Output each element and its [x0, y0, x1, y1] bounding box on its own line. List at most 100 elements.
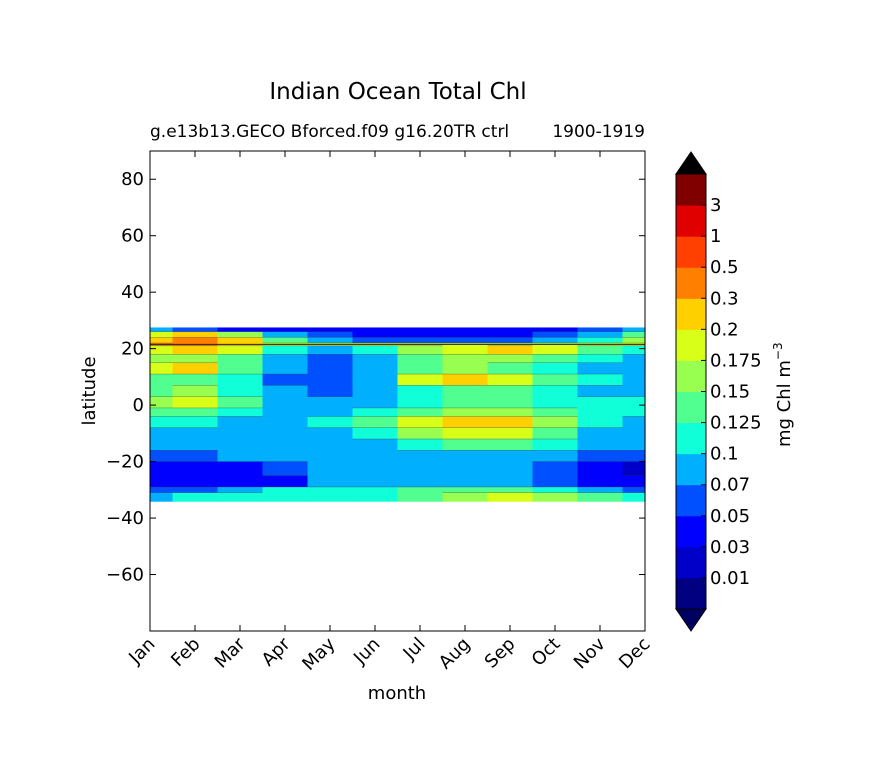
heat-cell [262, 337, 309, 344]
heat-cell [397, 354, 444, 364]
heat-cell [397, 337, 444, 344]
y-tick-label: −20 [106, 452, 144, 473]
heat-cell [622, 487, 646, 494]
heatmap-cells [150, 327, 646, 502]
heat-cell [442, 331, 489, 338]
colorbar-segment [676, 391, 706, 424]
heat-cell [262, 396, 309, 409]
x-tick-label: Feb [167, 634, 204, 671]
heat-cell [172, 396, 219, 409]
heat-cell [532, 374, 579, 386]
heat-cell [307, 362, 354, 375]
heat-cell [487, 475, 534, 488]
heat-cell [352, 327, 399, 333]
heat-cell [150, 461, 174, 477]
heat-cell [217, 487, 264, 494]
colorbar-segment [676, 236, 706, 268]
heat-cell [352, 331, 399, 338]
heat-cell [487, 337, 534, 344]
heat-cell [262, 345, 309, 355]
colorbar-tick-label: 0.2 [710, 319, 739, 340]
heat-cell [217, 439, 264, 451]
colorbar-segment [676, 205, 706, 237]
heat-cell [397, 492, 444, 502]
heat-cell [150, 427, 174, 440]
heat-cell [532, 337, 579, 344]
heat-cell [577, 487, 624, 494]
heat-cell [487, 354, 534, 364]
heat-cell [150, 374, 174, 386]
heat-cell [442, 407, 489, 418]
x-axis-label: month [368, 683, 426, 704]
heat-cell [532, 427, 579, 440]
heat-cell [307, 327, 354, 333]
heat-cell [577, 439, 624, 451]
y-tick-label: 60 [121, 226, 144, 247]
plot-frame [149, 150, 646, 632]
heat-cell [217, 450, 264, 463]
x-tick-label: Oct [528, 634, 565, 671]
heat-cell [487, 385, 534, 398]
heat-cell [150, 439, 174, 451]
heat-cell [262, 354, 309, 364]
heat-cell [442, 385, 489, 398]
heat-cell [262, 475, 309, 488]
x-tick-label: May [298, 633, 339, 674]
heat-cell [487, 345, 534, 355]
heat-cell [577, 385, 624, 398]
colorbar-tick-label: 0.1 [710, 444, 739, 465]
heat-cell [352, 354, 399, 364]
heat-cell [442, 450, 489, 463]
heat-cell [307, 374, 354, 386]
heat-cell [217, 407, 264, 418]
heat-cell [622, 396, 646, 409]
heat-cell [150, 407, 174, 418]
heat-cell [487, 362, 534, 375]
heat-cell [150, 337, 174, 344]
y-tick-label: 20 [121, 339, 144, 360]
heat-cell [532, 327, 579, 333]
heat-cell [262, 385, 309, 398]
heat-cell [532, 461, 579, 477]
heat-cell [622, 475, 646, 488]
colorbar-tick-label: 0.07 [710, 475, 750, 496]
x-tick-label: Aug [435, 634, 475, 674]
heat-cell [352, 450, 399, 463]
heat-cell [442, 416, 489, 429]
heat-cell [577, 396, 624, 409]
heat-cell [217, 475, 264, 488]
heat-cell [577, 337, 624, 344]
y-axis: 80 60 40 20 0 −20 −40 −60 [106, 169, 645, 586]
heat-cell [172, 450, 219, 463]
y-tick-label: 0 [133, 395, 144, 416]
heat-cell [217, 461, 264, 477]
heat-cell [532, 331, 579, 338]
heat-cell [262, 439, 309, 451]
heat-cell [577, 354, 624, 364]
heat-cell [172, 487, 219, 494]
heat-cell [442, 487, 489, 494]
heat-cell [307, 461, 354, 477]
heat-cell [307, 439, 354, 451]
plot-area [149, 150, 646, 632]
heat-cell [150, 492, 174, 502]
colorbar-tick-label: 0.175 [710, 350, 762, 371]
colorbar-segment [676, 360, 706, 392]
heat-cell [150, 475, 174, 488]
heat-cell [262, 327, 309, 333]
heat-cell [442, 327, 489, 333]
heat-cell [487, 439, 534, 451]
heat-cell [307, 354, 354, 364]
heat-cell [217, 337, 264, 344]
x-tick-label: Jun [349, 634, 384, 669]
y-axis-label: latitude [79, 356, 100, 425]
heat-cell [172, 407, 219, 418]
x-tick-label: Mar [211, 633, 250, 672]
heat-cell [307, 427, 354, 440]
heat-cell [307, 492, 354, 502]
heat-cell [397, 461, 444, 477]
heat-cell [352, 345, 399, 355]
colorbar-tick-label: 3 [710, 195, 721, 216]
heat-cell [487, 331, 534, 338]
heat-cell [577, 461, 624, 477]
